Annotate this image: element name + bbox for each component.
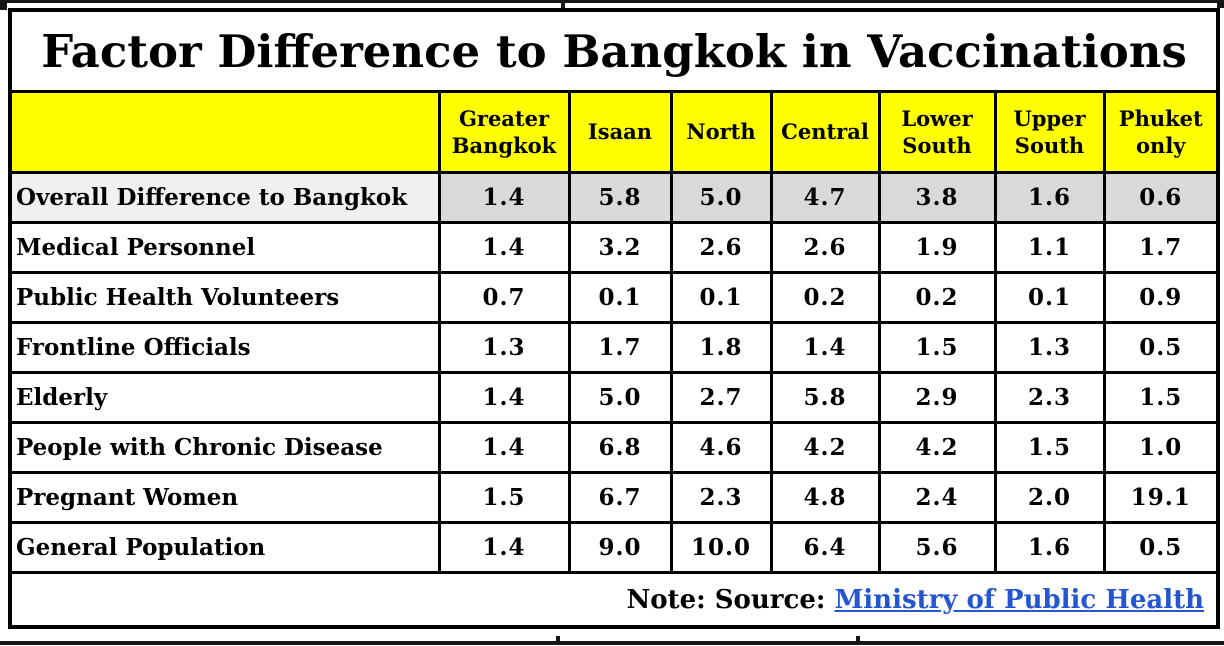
value-cell: 0.5 <box>1102 521 1220 574</box>
value-cell: 0.1 <box>567 271 673 324</box>
table-row: General Population 1.4 9.0 10.0 6.4 5.6 1.6 0.5 <box>8 521 1220 574</box>
crop-artifact-bottom-tick <box>856 636 860 645</box>
page-title: Factor Difference to Bangkok in Vaccinat… <box>8 8 1220 93</box>
value-cell: 3.2 <box>567 221 673 274</box>
value-cell: 4.6 <box>669 421 773 474</box>
column-header-isaan: Isaan <box>567 90 673 174</box>
source-link[interactable]: Ministry of Public Health <box>834 584 1205 615</box>
table-row: Public Health Volunteers 0.7 0.1 0.1 0.2 0.2 0… <box>8 271 1220 324</box>
value-cell: 1.9 <box>877 221 997 274</box>
value-cell: 2.6 <box>769 221 881 274</box>
value-cell: 5.0 <box>567 371 673 424</box>
value-cell: 0.5 <box>1102 321 1220 374</box>
column-header-phuket-only: Phuket only <box>1102 90 1220 174</box>
value-cell: 1.4 <box>437 371 571 424</box>
crop-artifact-top-line <box>0 0 1224 3</box>
table-row: Elderly 1.4 5.0 2.7 5.8 2.9 2.3 1.5 <box>8 371 1220 424</box>
value-cell: 0.7 <box>437 271 571 324</box>
crop-artifact-top-tick <box>561 0 565 9</box>
header-row: Greater Bangkok Isaan North Central Lower So… <box>8 90 1220 174</box>
row-label: Pregnant Women <box>8 471 441 524</box>
value-cell: 1.3 <box>993 321 1106 374</box>
value-cell: 1.7 <box>1102 221 1220 274</box>
value-cell: 1.8 <box>669 321 773 374</box>
value-cell: 1.5 <box>1102 371 1220 424</box>
value-cell: 1.4 <box>437 521 571 574</box>
value-cell: 2.3 <box>669 471 773 524</box>
crop-artifact-top-left <box>0 0 7 10</box>
value-cell: 1.7 <box>567 321 673 374</box>
value-cell: 1.3 <box>437 321 571 374</box>
column-header-north: North <box>669 90 773 174</box>
value-cell: 0.1 <box>669 271 773 324</box>
table-row: Medical Personnel 1.4 3.2 2.6 2.6 1.9 1.1 1.7 <box>8 221 1220 274</box>
value-cell: 0.6 <box>1102 171 1220 224</box>
table-row: People with Chronic Disease 1.4 6.8 4.6 4.2 4… <box>8 421 1220 474</box>
value-cell: 3.8 <box>877 171 997 224</box>
column-header-lower-south: Lower South <box>877 90 997 174</box>
value-cell: 5.0 <box>669 171 773 224</box>
value-cell: 1.5 <box>437 471 571 524</box>
vaccination-factor-table: Factor Difference to Bangkok in Vaccinat… <box>8 8 1221 629</box>
table-row: Pregnant Women 1.5 6.7 2.3 4.8 2.4 2.0 19.1 <box>8 471 1220 524</box>
value-cell: 0.2 <box>769 271 881 324</box>
value-cell: 5.8 <box>567 171 673 224</box>
value-cell: 1.4 <box>437 171 571 224</box>
value-cell: 2.4 <box>877 471 997 524</box>
value-cell: 1.4 <box>437 221 571 274</box>
header-corner-cell <box>8 90 441 174</box>
row-label: Overall Difference to Bangkok <box>8 171 441 224</box>
value-cell: 5.8 <box>769 371 881 424</box>
value-cell: 6.8 <box>567 421 673 474</box>
table-row: Overall Difference to Bangkok 1.4 5.8 5.0 4.… <box>8 171 1220 224</box>
value-cell: 0.2 <box>877 271 997 324</box>
note-cell: Note: Source: Ministry of Public Health <box>8 571 1220 629</box>
value-cell: 2.0 <box>993 471 1106 524</box>
value-cell: 10.0 <box>669 521 773 574</box>
row-label: People with Chronic Disease <box>8 421 441 474</box>
value-cell: 4.2 <box>769 421 881 474</box>
value-cell: 2.7 <box>669 371 773 424</box>
title-row: Factor Difference to Bangkok in Vaccinat… <box>8 8 1220 93</box>
value-cell: 2.6 <box>669 221 773 274</box>
value-cell: 5.6 <box>877 521 997 574</box>
row-label: General Population <box>8 521 441 574</box>
row-label: Frontline Officials <box>8 321 441 374</box>
value-cell: 6.7 <box>567 471 673 524</box>
crop-artifact-bottom-line <box>0 641 1224 645</box>
crop-artifact-top-right <box>1217 0 1224 8</box>
row-label: Elderly <box>8 371 441 424</box>
table-row: Frontline Officials 1.3 1.7 1.8 1.4 1.5 1.3 0.5 <box>8 321 1220 374</box>
note-prefix: Note: Source: <box>626 584 835 615</box>
value-cell: 1.4 <box>769 321 881 374</box>
value-cell: 1.5 <box>993 421 1106 474</box>
value-cell: 4.8 <box>769 471 881 524</box>
value-cell: 1.6 <box>993 171 1106 224</box>
value-cell: 2.3 <box>993 371 1106 424</box>
value-cell: 4.7 <box>769 171 881 224</box>
value-cell: 1.4 <box>437 421 571 474</box>
note-row: Note: Source: Ministry of Public Health <box>8 571 1220 629</box>
value-cell: 0.1 <box>993 271 1106 324</box>
value-cell: 1.1 <box>993 221 1106 274</box>
crop-artifact-bottom-tick <box>556 636 560 645</box>
value-cell: 2.9 <box>877 371 997 424</box>
value-cell: 9.0 <box>567 521 673 574</box>
value-cell: 0.9 <box>1102 271 1220 324</box>
value-cell: 1.5 <box>877 321 997 374</box>
row-label: Public Health Volunteers <box>8 271 441 324</box>
value-cell: 1.0 <box>1102 421 1220 474</box>
value-cell: 1.6 <box>993 521 1106 574</box>
column-header-central: Central <box>769 90 881 174</box>
value-cell: 19.1 <box>1102 471 1220 524</box>
value-cell: 6.4 <box>769 521 881 574</box>
row-label: Medical Personnel <box>8 221 441 274</box>
column-header-greater-bangkok: Greater Bangkok <box>437 90 571 174</box>
column-header-upper-south: Upper South <box>993 90 1106 174</box>
value-cell: 4.2 <box>877 421 997 474</box>
